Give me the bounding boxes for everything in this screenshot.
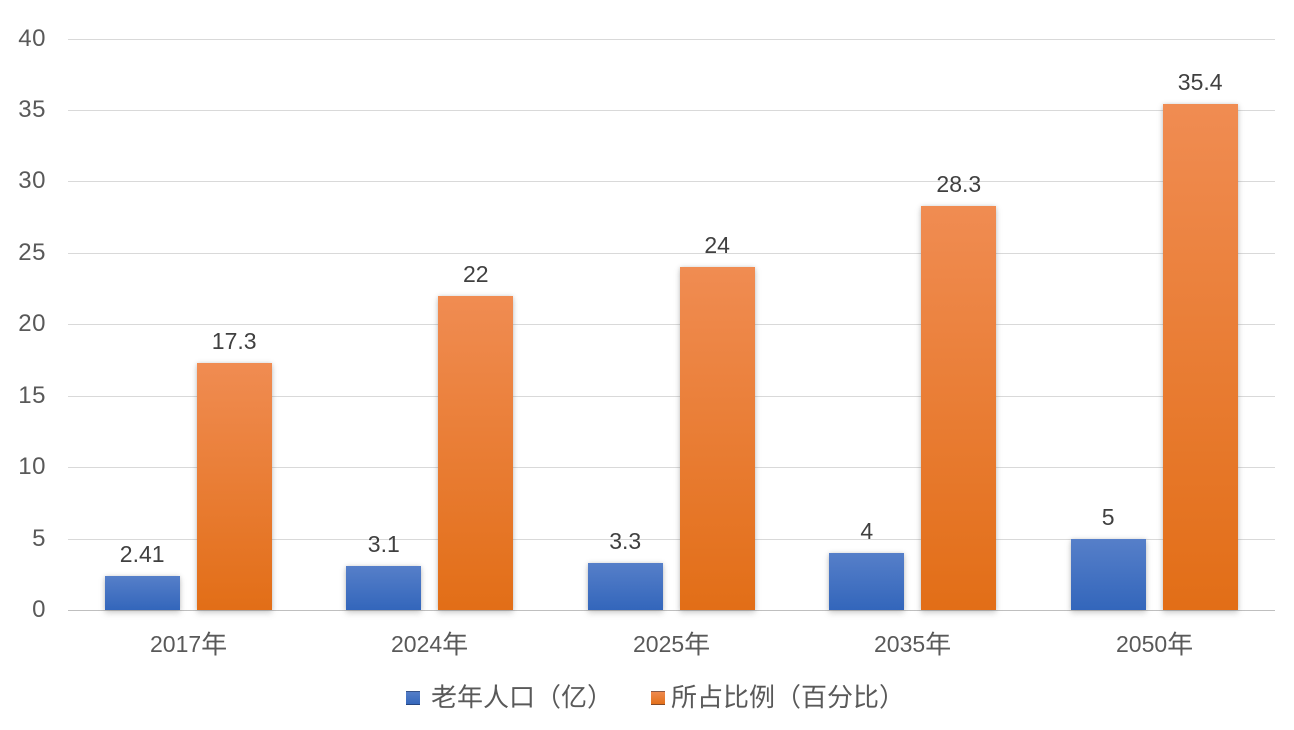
svg-text:2017: 2017: [150, 631, 201, 657]
svg-text:2035: 2035: [874, 631, 925, 657]
svg-text:2050: 2050: [1116, 631, 1167, 657]
svg-text:2025: 2025: [633, 631, 684, 657]
svg-text:2024: 2024: [391, 631, 442, 657]
